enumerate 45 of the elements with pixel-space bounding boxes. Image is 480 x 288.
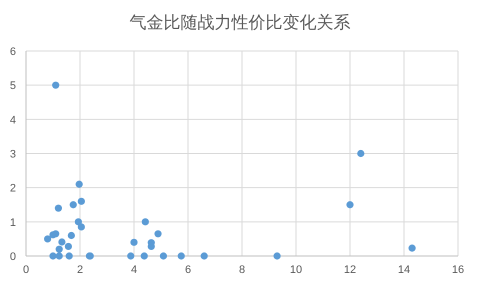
point	[64, 242, 72, 250]
point	[274, 252, 281, 260]
point	[68, 232, 75, 240]
point	[142, 218, 149, 226]
x-tick-label: 12	[344, 264, 356, 276]
point	[130, 238, 138, 246]
point	[154, 230, 162, 238]
x-tick-label: 16	[452, 264, 464, 276]
x-tick-label: 2	[76, 264, 84, 276]
y-tick-label: 0	[10, 251, 16, 263]
point	[56, 246, 63, 253]
x-tick-label: 0	[22, 264, 30, 276]
point	[66, 252, 73, 260]
y-tick-label: 3	[10, 148, 16, 160]
x-tick-label: 4	[130, 264, 138, 276]
y-tick-label: 4	[10, 114, 16, 126]
point	[52, 230, 60, 238]
y-tick-label: 1	[10, 216, 16, 229]
chart-title: 气金比随战力性价比变化关系	[130, 13, 350, 32]
point	[58, 238, 66, 246]
y-tick-label: 5	[10, 80, 16, 92]
x-tick-label: 6	[184, 264, 192, 276]
y-tick-label: 6	[10, 46, 16, 58]
point	[127, 252, 134, 260]
point	[140, 252, 148, 260]
point	[56, 252, 63, 260]
point	[74, 218, 82, 226]
point	[78, 198, 85, 205]
point	[44, 235, 52, 243]
point	[357, 150, 364, 158]
point	[52, 82, 60, 89]
x-tick-label: 14	[398, 264, 410, 276]
y-tick-label: 2	[10, 182, 16, 195]
point	[178, 252, 185, 260]
point	[70, 201, 77, 208]
point	[49, 252, 57, 260]
x-tick-label: 10	[290, 264, 302, 276]
point	[346, 201, 354, 208]
point	[76, 180, 83, 188]
point	[200, 252, 208, 260]
x-tick-label: 8	[238, 264, 246, 276]
point	[408, 244, 416, 252]
point	[54, 204, 62, 212]
point	[78, 223, 85, 231]
point	[160, 252, 168, 260]
